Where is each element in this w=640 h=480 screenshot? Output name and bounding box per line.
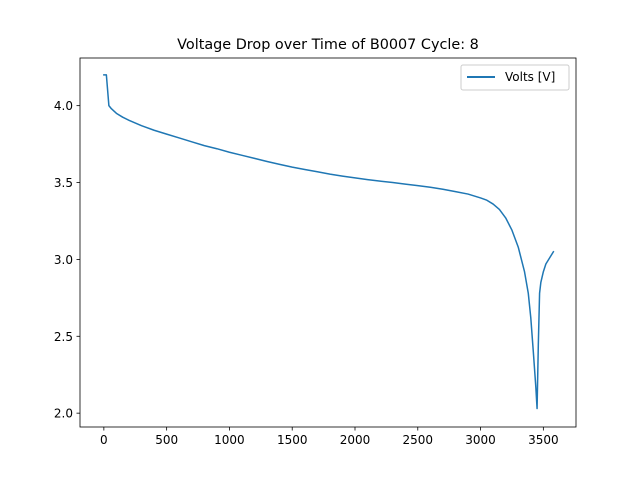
x-axis: 0 500 1000 1500 2000 2500 3000 3500 [100, 427, 559, 447]
x-tick-label: 2000 [340, 433, 371, 447]
axes-frame [79, 57, 577, 428]
chart-title: Voltage Drop over Time of B0007 Cycle: 8 [177, 37, 479, 53]
x-tick-label: 500 [155, 433, 178, 447]
x-tick-label: 1000 [214, 433, 245, 447]
x-tick-label: 2500 [403, 433, 434, 447]
plot-area [103, 74, 555, 410]
y-tick-label: 4.0 [54, 99, 73, 113]
y-axis: 2.0 2.5 3.0 3.5 4.0 [54, 99, 80, 421]
y-tick-label: 3.5 [54, 176, 73, 190]
series-line-volts [103, 74, 555, 410]
legend-box [460, 64, 570, 91]
x-tick-label: 3000 [465, 433, 496, 447]
x-tick-label: 0 [100, 433, 108, 447]
x-tick-label: 3500 [528, 433, 559, 447]
legend: Volts [V] [460, 64, 570, 91]
legend-label: Volts [V] [505, 70, 555, 84]
x-tick-label: 1500 [277, 433, 308, 447]
y-tick-label: 3.0 [54, 253, 73, 267]
y-tick-label: 2.5 [54, 330, 73, 344]
y-tick-label: 2.0 [54, 407, 73, 421]
